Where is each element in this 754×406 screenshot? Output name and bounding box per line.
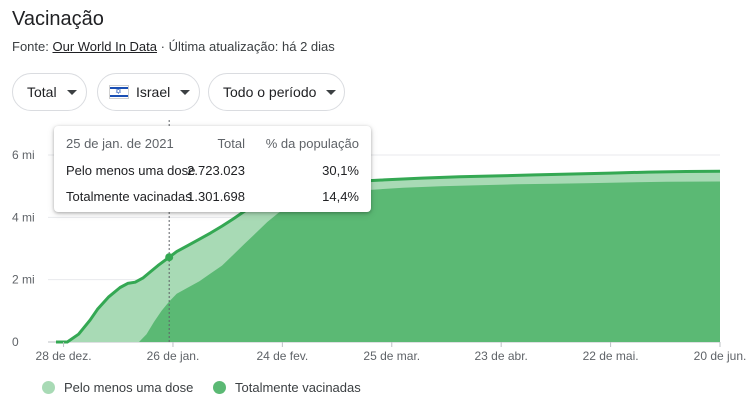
tooltip-col-pct: % da população <box>265 136 359 151</box>
y-tick-label: 4 mi <box>12 210 35 224</box>
x-tick-label: 20 de jun. <box>694 349 747 363</box>
legend-item-fully-vaccinated[interactable]: Totalmente vacinadas <box>213 380 361 395</box>
legend-swatch <box>213 381 226 394</box>
x-tick-label: 22 de mai. <box>583 349 639 363</box>
x-tick-label: 26 de jan. <box>147 349 200 363</box>
x-tick-label: 23 de abr. <box>474 349 527 363</box>
source-line: Fonte: Our World In Data · Última atuali… <box>12 39 335 54</box>
x-tick-label: 25 de mar. <box>363 349 420 363</box>
country-dropdown[interactable]: ✡ Israel <box>97 73 200 111</box>
series-line-first-dose <box>56 169 721 344</box>
y-tick-label: 6 mi <box>12 148 35 162</box>
hover-point <box>165 253 174 262</box>
tooltip-row-pct: 30,1% <box>322 163 359 178</box>
period-dropdown-label: Todo o período <box>223 84 317 100</box>
period-dropdown[interactable]: Todo o período <box>208 73 345 111</box>
tooltip-row-label: Totalmente vacinadas <box>66 189 192 204</box>
x-tick-label: 24 de fev. <box>256 349 308 363</box>
chevron-down-icon <box>66 89 77 95</box>
tooltip-row-total: 2.723.023 <box>187 163 245 178</box>
series-area-fully-vaccinated <box>56 181 720 342</box>
tooltip-row-pct: 14,4% <box>322 189 359 204</box>
metric-dropdown-label: Total <box>27 84 57 100</box>
x-tick-label: 28 de dez. <box>36 349 92 363</box>
legend-swatch <box>42 381 55 394</box>
chevron-down-icon <box>326 89 337 95</box>
country-dropdown-label: Israel <box>136 84 171 100</box>
israel-flag-icon: ✡ <box>109 85 129 99</box>
last-updated: · Última atualização: há 2 dias <box>160 39 335 54</box>
chart-tooltip: 25 de jan. de 2021 Total % da população … <box>54 126 371 212</box>
vaccination-chart[interactable]: 0 2 mi 4 mi 6 mi 28 de dez. 26 de jan. 24 de f… <box>0 120 754 370</box>
metric-dropdown[interactable]: Total <box>12 73 87 111</box>
legend-label: Pelo menos uma dose <box>64 380 194 395</box>
tooltip-row-total: 1.301.698 <box>187 189 245 204</box>
y-tick-label: 0 <box>12 335 19 349</box>
source-prefix: Fonte: <box>12 39 49 54</box>
legend-label: Totalmente vacinadas <box>235 380 361 395</box>
legend-item-first-dose[interactable]: Pelo menos uma dose <box>42 380 193 395</box>
tooltip-row-label: Pelo menos uma dose <box>66 163 196 178</box>
page-title: Vacinação <box>12 8 104 30</box>
source-link[interactable]: Our World In Data <box>52 39 158 54</box>
chevron-down-icon <box>180 89 191 95</box>
tooltip-date: 25 de jan. de 2021 <box>66 136 174 151</box>
y-tick-label: 2 mi <box>12 273 35 287</box>
tooltip-col-total: Total <box>217 136 245 151</box>
